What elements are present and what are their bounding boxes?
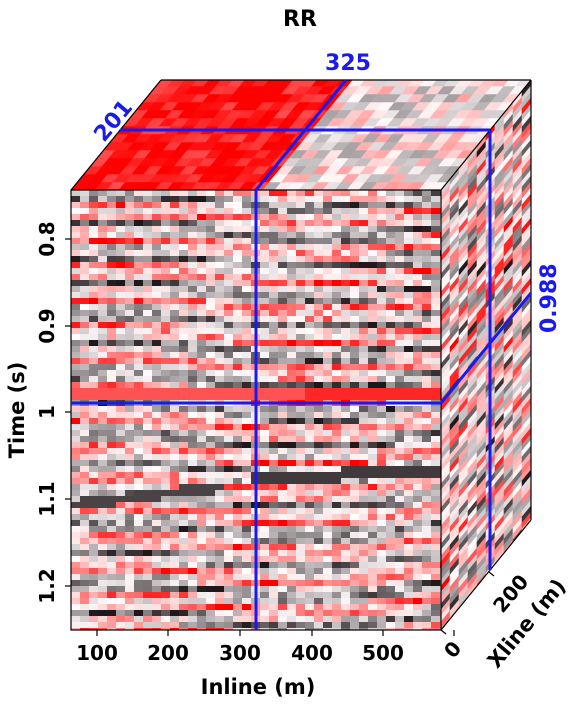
inline-axis: 100 200 300 400 500 Inline (m) — [76, 630, 455, 699]
inline-tick-label: 100 — [76, 641, 118, 665]
inline-tick-label: 200 — [147, 641, 189, 665]
time-tick-label: 0.8 — [35, 221, 59, 256]
inline-slice-label: 325 — [325, 51, 371, 76]
slice-position-lines — [71, 79, 533, 630]
inline-axis-label: Inline (m) — [201, 675, 316, 699]
inline-tick-label: 400 — [291, 641, 333, 665]
inline-tick-label: 300 — [219, 641, 261, 665]
time-axis-label: Time (s) — [5, 362, 29, 459]
time-tick-label: 1.1 — [35, 481, 59, 516]
time-tick-label: 1.2 — [35, 568, 59, 603]
time-axis: 0.8 0.9 1 1.1 1.2 Time (s) — [5, 221, 71, 604]
figure-title: RR — [283, 7, 317, 32]
inline-slice-line-top — [254, 79, 348, 191]
xline-tick-label: 0 — [439, 636, 466, 662]
time-tick-label: 0.9 — [35, 308, 59, 343]
time-slice-label: 0.988 — [537, 263, 562, 333]
time-slice-line-side — [439, 292, 533, 404]
top-face-time-slice — [71, 80, 531, 190]
inline-tick-label: 500 — [362, 641, 404, 665]
side-face-xline-section — [441, 80, 531, 630]
front-face-inline-section — [71, 190, 441, 630]
time-tick-label: 1 — [35, 405, 59, 419]
